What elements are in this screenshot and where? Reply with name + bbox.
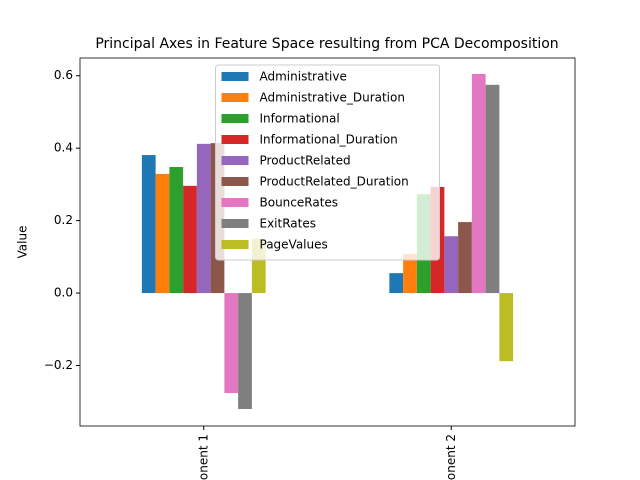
legend-label: ExitRates — [260, 217, 317, 231]
legend-swatch — [221, 240, 249, 249]
bar — [141, 155, 156, 294]
bar — [183, 185, 197, 294]
y-tick-label: −0.2 — [44, 358, 73, 372]
bar — [155, 173, 170, 294]
legend-swatch — [221, 114, 249, 123]
legend-label: BounceRates — [260, 196, 339, 210]
bar — [485, 84, 500, 294]
plot-frame — [79, 57, 576, 427]
legend-label: ProductRelated — [260, 154, 351, 168]
bar — [169, 167, 184, 294]
y-tick-label: 0.0 — [54, 286, 73, 300]
x-tick-label: Component 1 — [196, 434, 210, 480]
legend-label: Administrative_Duration — [260, 91, 405, 105]
bar — [389, 273, 404, 294]
legend-box — [215, 64, 440, 261]
bar — [403, 253, 417, 294]
bar — [224, 293, 239, 394]
legend-swatch — [221, 135, 249, 144]
legend-label: PageValues — [260, 238, 328, 252]
legend-swatch — [221, 156, 249, 165]
bar — [238, 293, 252, 409]
legend-swatch — [221, 177, 249, 186]
legend-label: Informational — [260, 112, 340, 126]
legend-label: Administrative — [260, 70, 347, 84]
y-tick-label: 0.6 — [54, 68, 73, 82]
legend-swatch — [221, 93, 249, 102]
bar — [499, 293, 514, 362]
bar — [196, 143, 211, 294]
y-axis-label: Value — [16, 226, 30, 259]
legend-swatch — [221, 219, 249, 228]
legend-swatch — [221, 198, 249, 207]
bar — [444, 236, 459, 294]
chart-title: Principal Axes in Feature Space resultin… — [95, 36, 558, 52]
y-tick-label: 0.2 — [54, 213, 73, 227]
legend-swatch — [221, 72, 249, 81]
bar — [471, 73, 486, 294]
y-tick-label: 0.4 — [54, 141, 73, 155]
bar — [458, 222, 472, 294]
x-tick-label: Component 2 — [444, 434, 458, 480]
legend-label: ProductRelated_Duration — [260, 175, 409, 189]
legend-label: Informational_Duration — [260, 133, 398, 147]
